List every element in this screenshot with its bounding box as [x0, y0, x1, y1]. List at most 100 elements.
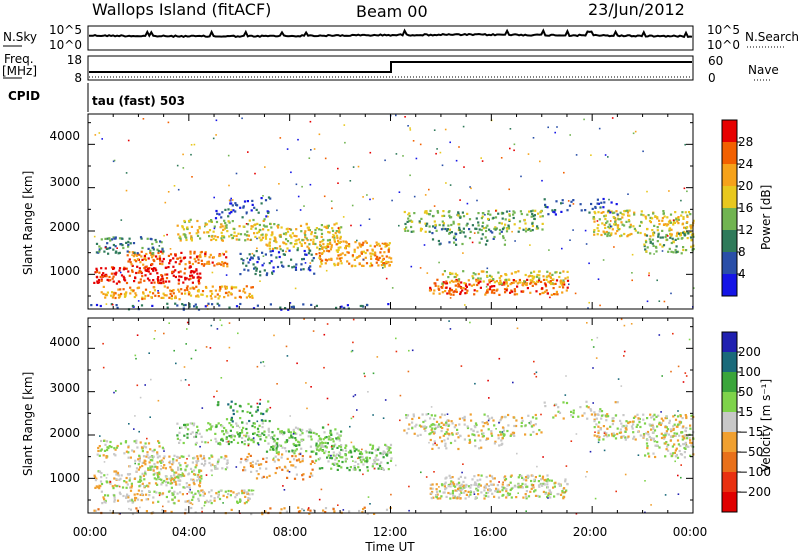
heatmap-cell	[251, 414, 254, 417]
heatmap-cell	[505, 287, 509, 290]
heatmap-cell	[188, 384, 190, 386]
heatmap-cell	[565, 489, 568, 492]
heatmap-cell	[149, 465, 152, 468]
heatmap-cell	[127, 139, 130, 142]
heatmap-cell	[257, 230, 260, 233]
heatmap-cell	[680, 464, 682, 466]
heatmap-cell	[250, 227, 253, 230]
heatmap-cell	[536, 465, 538, 468]
heatmap-cell	[153, 472, 157, 475]
heatmap-cell	[656, 217, 659, 220]
heatmap-cell	[287, 429, 290, 432]
heatmap-cell	[232, 409, 235, 412]
heatmap-cell	[313, 272, 316, 275]
heatmap-cell	[453, 426, 456, 429]
heatmap-cell	[135, 260, 138, 263]
heatmap-cell	[674, 248, 677, 252]
heatmap-cell	[112, 267, 115, 270]
heatmap-cell	[156, 248, 159, 251]
heatmap-cell	[218, 441, 221, 445]
nave-tick-top: 60	[708, 54, 724, 68]
heatmap-cell	[189, 218, 192, 221]
heatmap-cell	[682, 216, 685, 219]
heatmap-cell	[195, 433, 198, 436]
heatmap-cell	[380, 264, 383, 267]
heatmap-cell	[181, 226, 184, 229]
heatmap-cell	[445, 280, 448, 283]
heatmap-cell	[257, 256, 260, 259]
heatmap-cell	[469, 186, 471, 188]
heatmap-cell	[552, 416, 555, 419]
heatmap-cell	[300, 268, 303, 271]
heatmap-cell	[656, 240, 659, 243]
heatmap-cell	[674, 434, 677, 437]
heatmap-cell	[151, 511, 154, 514]
heatmap-cell	[519, 210, 522, 213]
heatmap-cell	[359, 224, 362, 227]
heatmap-cell	[683, 456, 686, 459]
heatmap-cell	[197, 255, 200, 258]
heatmap-cell	[506, 494, 509, 497]
heatmap-cell	[638, 421, 641, 424]
heatmap-cell	[625, 420, 628, 423]
heatmap-cell	[183, 272, 186, 275]
heatmap-cell	[652, 425, 655, 428]
heatmap-cell	[683, 437, 686, 440]
heatmap-cell	[502, 481, 504, 484]
heatmap-cell	[407, 125, 409, 127]
heatmap-cell	[375, 462, 378, 466]
heatmap-cell	[547, 274, 550, 277]
heatmap-cell	[558, 285, 561, 288]
heatmap-cell	[304, 262, 307, 264]
heatmap-cell	[186, 328, 188, 330]
heatmap-cell	[546, 486, 549, 489]
heatmap-cell	[390, 260, 393, 263]
heatmap-cell	[117, 252, 120, 255]
heatmap-cell	[457, 436, 460, 439]
heatmap-cell	[490, 285, 494, 288]
heatmap-cell	[464, 282, 467, 285]
heatmap-cell	[198, 432, 201, 435]
heatmap-cell	[285, 345, 288, 348]
xtick-label: 20:00	[572, 525, 608, 539]
heatmap-cell	[358, 244, 361, 247]
heatmap-cell	[345, 241, 348, 244]
heatmap-cell	[305, 430, 308, 433]
heatmap-cell	[235, 493, 238, 497]
heatmap-cell	[481, 221, 485, 224]
heatmap-cell	[153, 338, 156, 340]
heatmap-cell	[334, 458, 337, 461]
heatmap-cell	[354, 394, 357, 396]
heatmap-cell	[301, 185, 303, 188]
heatmap-cell	[510, 496, 513, 499]
heatmap-cell	[658, 223, 661, 226]
heatmap-cell	[527, 414, 530, 417]
heatmap-cell	[140, 255, 143, 258]
heatmap-cell	[102, 454, 105, 457]
heatmap-cell	[162, 292, 165, 295]
heatmap-cell	[215, 134, 217, 136]
heatmap-cell	[642, 418, 645, 421]
heatmap-cell	[412, 230, 415, 233]
heatmap-cell	[245, 491, 249, 494]
heatmap-cell	[601, 222, 604, 225]
heatmap-cell	[420, 217, 423, 220]
heatmap-cell	[386, 454, 389, 457]
heatmap-cell	[233, 231, 236, 234]
heatmap-cell	[407, 370, 410, 373]
heatmap-cell	[122, 288, 125, 291]
heatmap-cell	[509, 283, 512, 286]
heatmap-cell	[621, 425, 624, 428]
heatmap-cell	[331, 438, 334, 441]
heatmap-cell	[294, 449, 297, 452]
heatmap-cell	[227, 493, 230, 496]
heatmap-cell	[265, 410, 268, 413]
heatmap-cell	[117, 484, 120, 487]
heatmap-cell	[648, 423, 651, 426]
heatmap-cell	[689, 236, 693, 239]
heatmap-cell	[300, 243, 303, 246]
heatmap-cell	[271, 273, 274, 275]
heatmap-cell	[304, 236, 307, 239]
heatmap-cell	[382, 451, 385, 454]
heatmap-cell	[336, 462, 339, 465]
